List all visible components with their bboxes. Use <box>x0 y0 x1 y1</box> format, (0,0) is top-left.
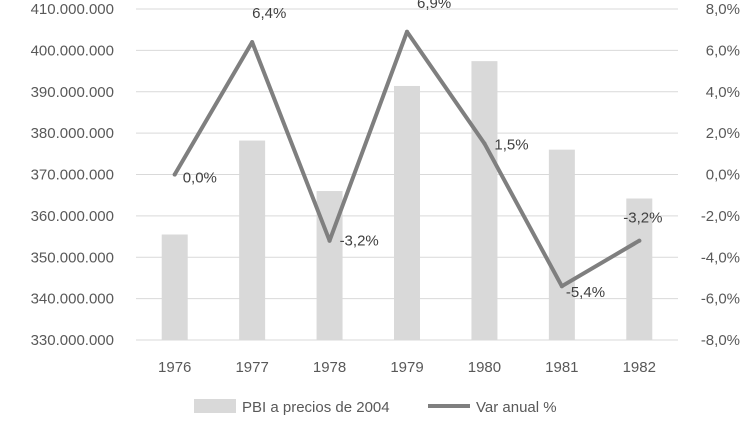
data-label: -3,2% <box>623 210 662 227</box>
y-right-tick-label: 2,0% <box>706 125 740 142</box>
y-left-tick-label: 330.000.000 <box>31 332 114 349</box>
y-left-tick-label: 380.000.000 <box>31 125 114 142</box>
x-tick-label: 1982 <box>623 359 656 376</box>
y-right-tick-label: 0,0% <box>706 167 740 184</box>
y-left-tick-label: 340.000.000 <box>31 291 114 308</box>
y-right-tick-label: -4,0% <box>701 249 740 266</box>
x-tick-label: 1980 <box>468 359 501 376</box>
line-point <box>250 40 255 45</box>
data-label: 6,9% <box>417 0 451 12</box>
y-left-tick-label: 400.000.000 <box>31 42 114 59</box>
y-right-tick-label: -8,0% <box>701 332 740 349</box>
data-label: -5,4% <box>566 284 605 301</box>
data-label: -3,2% <box>340 233 379 250</box>
line-point <box>172 172 177 177</box>
bar <box>548 149 575 340</box>
line-point <box>405 29 409 34</box>
y-right-tick-label: -6,0% <box>701 291 740 308</box>
line-series <box>172 29 642 289</box>
y-left-tick-label: 360.000.000 <box>31 208 114 225</box>
y-right-tick-label: 8,0% <box>706 1 740 18</box>
bar <box>626 198 653 340</box>
x-tick-label: 1976 <box>158 359 191 376</box>
legend-label-bar: PBI a precios de 2004 <box>242 399 390 416</box>
data-label: 1,5% <box>494 136 528 153</box>
bar <box>239 140 266 340</box>
legend: PBI a precios de 2004 Var anual % <box>194 399 557 416</box>
data-label: 6,4% <box>252 5 286 22</box>
x-tick-label: 1977 <box>235 359 268 376</box>
axes: 330.000.000 340.000.000 350.000.000 360.000… <box>31 1 740 376</box>
y-right-tick-label: 4,0% <box>706 84 740 101</box>
line-point <box>327 238 332 243</box>
bar <box>161 234 188 340</box>
y-left-tick-label: 410.000.000 <box>31 1 114 18</box>
data-labels: 0,0% 6,4% -3,2% 6,9% 1,5% -5,4% -3,2% <box>183 0 663 301</box>
data-label: 0,0% <box>183 170 217 187</box>
bar-series <box>161 61 653 341</box>
x-tick-label: 1981 <box>545 359 578 376</box>
x-tick-label: 1978 <box>313 359 346 376</box>
x-tick-label: 1979 <box>390 359 423 376</box>
line-point <box>637 238 642 243</box>
y-left-tick-label: 370.000.000 <box>31 167 114 184</box>
legend-label-line: Var anual % <box>476 399 557 416</box>
bar <box>394 85 420 341</box>
y-right-tick-label: 6,0% <box>706 42 740 59</box>
legend-swatch-bar <box>194 399 236 413</box>
y-left-tick-label: 350.000.000 <box>31 249 114 266</box>
line-point <box>482 141 487 146</box>
y-right-tick-label: -2,0% <box>701 208 740 225</box>
line-point <box>559 284 564 289</box>
y-left-tick-label: 390.000.000 <box>31 84 114 101</box>
bar <box>471 61 498 340</box>
